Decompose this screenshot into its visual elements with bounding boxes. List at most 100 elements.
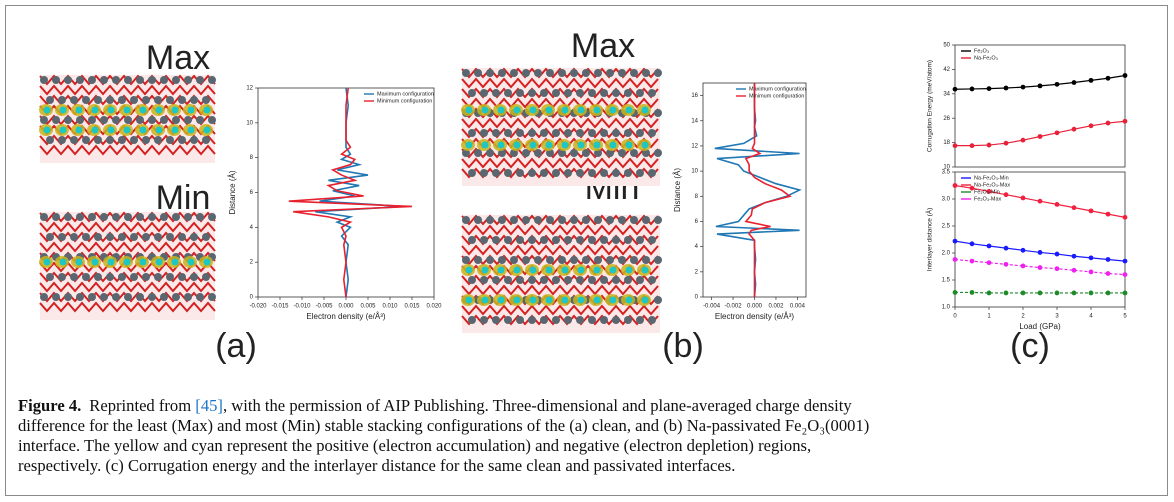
- density-blob: [140, 259, 147, 266]
- atom: [160, 76, 168, 84]
- density-blob: [594, 142, 601, 149]
- atom: [552, 169, 560, 177]
- atom: [154, 136, 162, 144]
- atom: [576, 169, 584, 177]
- y-tick-label: 0: [250, 295, 254, 301]
- atom: [118, 96, 126, 104]
- atom: [504, 89, 512, 97]
- density-blob: [530, 142, 537, 149]
- atom: [202, 96, 210, 104]
- atom: [88, 293, 96, 301]
- panel-label: (a): [215, 327, 257, 365]
- atom: [82, 136, 90, 144]
- atom: [46, 96, 54, 104]
- density-blob: [594, 107, 601, 114]
- density-blob: [514, 297, 521, 304]
- atom: [118, 273, 126, 281]
- atom: [64, 293, 72, 301]
- density-blob: [188, 127, 195, 134]
- y-tick-label: 3.0: [942, 197, 951, 203]
- marker: [1004, 246, 1009, 251]
- atom: [570, 256, 578, 264]
- atom: [624, 316, 632, 324]
- atom: [636, 129, 644, 137]
- marker: [1004, 262, 1009, 267]
- atom: [136, 76, 144, 84]
- atom: [166, 233, 174, 241]
- y-tick-label: 12: [246, 86, 253, 92]
- figure: Max Min Max Min (a) (b) (c) -0.020-0.015…: [0, 0, 1174, 390]
- density-blob: [108, 259, 115, 266]
- atom: [612, 316, 620, 324]
- x-tick-label: 0.010: [382, 304, 398, 310]
- density-blob: [482, 297, 489, 304]
- y-tick-label: 42: [943, 67, 950, 73]
- atom: [576, 316, 584, 324]
- atom: [564, 89, 572, 97]
- atom: [94, 233, 102, 241]
- atom: [166, 96, 174, 104]
- marker: [1004, 192, 1009, 197]
- marker: [970, 290, 975, 295]
- atom: [178, 233, 186, 241]
- density-blob: [108, 127, 115, 134]
- atom: [498, 256, 506, 264]
- atom: [76, 293, 84, 301]
- atom: [636, 236, 644, 244]
- atom: [106, 96, 114, 104]
- density-blob: [76, 127, 83, 134]
- atom: [618, 216, 626, 224]
- atom: [618, 69, 626, 77]
- atom: [46, 136, 54, 144]
- atom: [112, 116, 120, 124]
- density-blob: [204, 107, 211, 114]
- atom: [528, 129, 536, 137]
- marker: [1021, 264, 1026, 269]
- atom: [486, 69, 494, 77]
- y-tick-label: 10: [246, 120, 253, 126]
- atom: [534, 216, 542, 224]
- series-line: [315, 88, 403, 297]
- density-blob: [124, 127, 131, 134]
- y-tick-label: 8: [695, 194, 699, 200]
- atom: [588, 276, 596, 284]
- marker: [953, 290, 958, 295]
- atom: [522, 216, 530, 224]
- atom: [552, 89, 560, 97]
- density-blob: [546, 107, 553, 114]
- atom: [594, 69, 602, 77]
- density-blob: [498, 142, 505, 149]
- caption-line: interface. The yellow and cyan represent…: [18, 436, 869, 456]
- reference: [45]: [195, 396, 223, 415]
- density-blob: [140, 107, 147, 114]
- atom: [498, 69, 506, 77]
- atom: [58, 233, 66, 241]
- y-tick-label: 1.5: [942, 278, 951, 284]
- density-blob: [626, 297, 633, 304]
- marker: [1055, 82, 1060, 87]
- y-tick-label: 3.5: [942, 170, 951, 176]
- density-blob: [124, 259, 131, 266]
- atom: [100, 213, 108, 221]
- marker: [1123, 272, 1128, 277]
- marker: [1038, 134, 1043, 139]
- marker: [1106, 291, 1111, 296]
- atom: [76, 76, 84, 84]
- atom: [480, 276, 488, 284]
- caption: Figure 4.Reprinted from [45], with the p…: [18, 396, 869, 476]
- atom: [160, 213, 168, 221]
- atom: [600, 89, 608, 97]
- atom: [52, 293, 60, 301]
- atom: [112, 76, 120, 84]
- density-blob: [626, 142, 633, 149]
- y-tick-label: 14: [691, 118, 698, 124]
- density-blob: [482, 107, 489, 114]
- atom: [172, 76, 180, 84]
- atom: [178, 273, 186, 281]
- density-blob: [140, 127, 147, 134]
- density-blob: [498, 267, 505, 274]
- atom: [486, 256, 494, 264]
- marker: [1089, 291, 1094, 296]
- atom: [582, 69, 590, 77]
- atom: [558, 69, 566, 77]
